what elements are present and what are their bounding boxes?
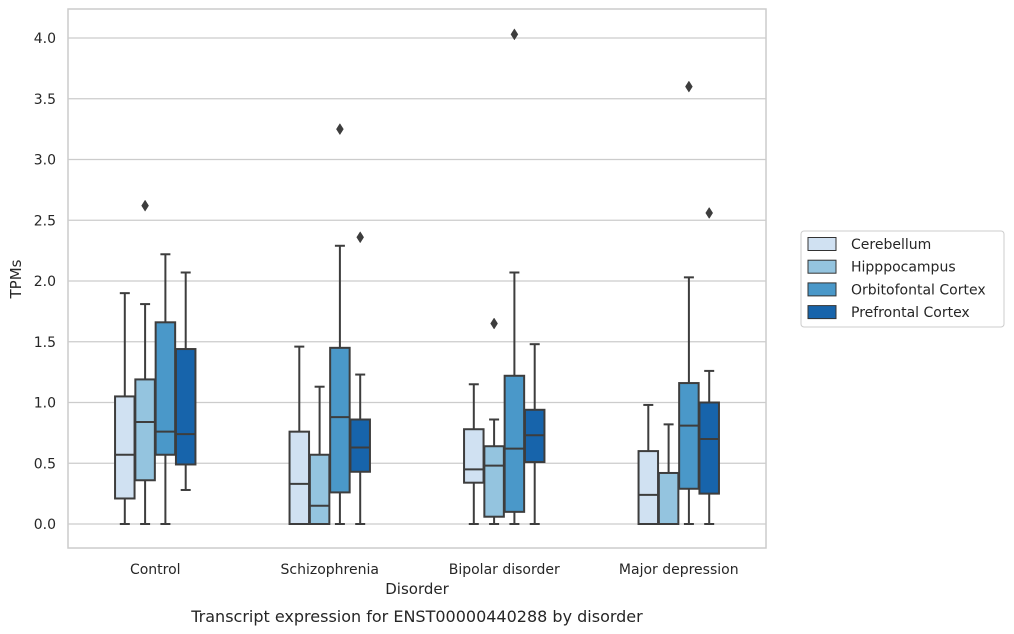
legend-frame bbox=[800, 230, 1005, 328]
box-0-2 bbox=[154, 253, 177, 525]
y-tick-label: 1.0 bbox=[34, 396, 56, 412]
outlier-point bbox=[510, 28, 519, 41]
x-axis-ticks: Control Schizophrenia Bipolar disorder Majo… bbox=[130, 562, 739, 578]
y-tick-label: 2.5 bbox=[34, 213, 56, 229]
outlier-point bbox=[141, 199, 149, 212]
box-1-2 bbox=[329, 123, 351, 525]
box-3-0 bbox=[637, 403, 660, 526]
box-iqr bbox=[503, 374, 526, 513]
box-2-2 bbox=[503, 28, 526, 525]
box-2-1 bbox=[483, 317, 505, 525]
y-tick-label: 2.0 bbox=[34, 274, 56, 290]
x-tick-label: Bipolar disorder bbox=[449, 562, 560, 578]
box-2-0 bbox=[463, 383, 485, 525]
x-axis-label: Disorder bbox=[385, 580, 449, 598]
legend-label: Orbitofontal Cortex bbox=[851, 282, 986, 298]
box-iqr bbox=[308, 453, 331, 525]
box-iqr bbox=[288, 430, 311, 525]
box-iqr bbox=[637, 450, 660, 526]
y-tick-label: 0.5 bbox=[34, 456, 56, 472]
box-0-3 bbox=[174, 271, 197, 491]
box-1-0 bbox=[288, 345, 311, 525]
legend-swatch bbox=[807, 282, 837, 297]
box-iqr bbox=[698, 401, 720, 495]
box-1-3 bbox=[349, 231, 371, 525]
chart-caption: Transcript expression for ENST0000044028… bbox=[190, 607, 643, 626]
outlier-point bbox=[705, 206, 713, 219]
box-0-1 bbox=[134, 199, 156, 525]
box-iqr bbox=[657, 471, 680, 525]
legend-swatch bbox=[807, 259, 837, 274]
legend-label: Prefrontal Cortex bbox=[851, 305, 970, 321]
box-1-1 bbox=[308, 385, 331, 525]
legend-swatch bbox=[807, 237, 837, 251]
box-iqr bbox=[154, 321, 177, 456]
box-iqr bbox=[134, 378, 156, 482]
box-iqr bbox=[114, 395, 136, 500]
x-tick-label: Major depression bbox=[619, 562, 739, 578]
box-iqr bbox=[329, 346, 351, 494]
outlier-point bbox=[356, 231, 364, 244]
box-3-1 bbox=[657, 423, 680, 525]
box-iqr bbox=[174, 348, 197, 466]
y-tick-label: 0.0 bbox=[34, 517, 56, 533]
y-tick-label: 4.0 bbox=[34, 31, 56, 47]
box-iqr bbox=[483, 445, 505, 518]
legend: Cerebellum Hipppocampus Orbitofontal Corte… bbox=[800, 230, 1005, 328]
x-tick-label: Control bbox=[130, 562, 181, 578]
box-iqr bbox=[349, 418, 371, 473]
box-iqr bbox=[463, 428, 485, 484]
legend-label: Hipppocampus bbox=[851, 260, 956, 276]
box-3-3 bbox=[698, 206, 720, 525]
y-tick-label: 1.5 bbox=[34, 335, 56, 351]
plot-frame bbox=[67, 8, 767, 549]
plot-boxes bbox=[114, 28, 720, 526]
x-tick-label: Schizophrenia bbox=[281, 562, 379, 578]
box-iqr bbox=[678, 382, 700, 490]
box-3-2 bbox=[678, 80, 700, 525]
legend-label: Cerebellum bbox=[851, 237, 931, 253]
y-tick-label: 3.5 bbox=[34, 92, 56, 108]
outlier-point bbox=[490, 317, 498, 330]
y-axis-label: TPMs bbox=[7, 259, 25, 299]
legend-swatch bbox=[807, 305, 837, 320]
y-axis-ticks: 0.0 0.5 1.0 1.5 2.0 2.5 3.0 3.5 4.0 bbox=[34, 31, 56, 533]
outlier-point bbox=[336, 123, 344, 136]
y-tick-label: 3.0 bbox=[34, 153, 56, 169]
box-2-3 bbox=[523, 343, 546, 525]
box-0-0 bbox=[114, 292, 136, 525]
outlier-point bbox=[685, 80, 693, 93]
